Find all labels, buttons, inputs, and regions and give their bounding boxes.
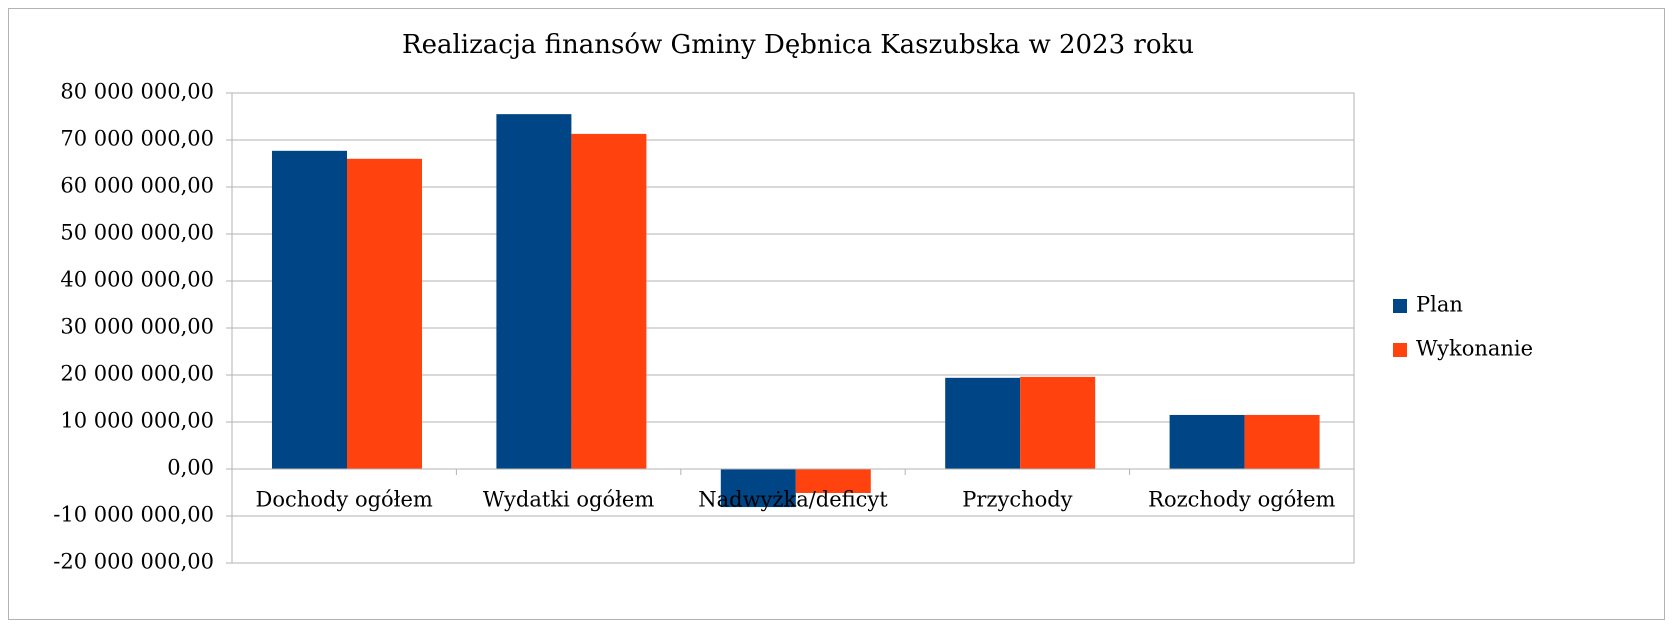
y-tick-label: 30 000 000,00 — [60, 315, 214, 339]
bar — [945, 377, 1021, 469]
x-tick-label: Przychody — [962, 488, 1072, 512]
y-tick-label: 80 000 000,00 — [60, 80, 214, 104]
bar — [571, 133, 647, 469]
y-tick-label: 70 000 000,00 — [60, 127, 214, 151]
bar — [1020, 376, 1096, 469]
chart-title: Realizacja finansów Gminy Dębnica Kaszub… — [402, 30, 1194, 60]
legend-label: Plan — [1416, 293, 1463, 317]
y-tick-label: 60 000 000,00 — [60, 174, 214, 198]
x-tick-label: Dochody ogółem — [256, 488, 433, 512]
y-tick-label: -10 000 000,00 — [53, 503, 214, 527]
bar — [347, 158, 422, 470]
y-tick-label: 40 000 000,00 — [60, 268, 214, 292]
y-tick-label: 20 000 000,00 — [60, 362, 214, 386]
y-tick-label: -20 000 000,00 — [53, 550, 214, 574]
x-tick-label: Wydatki ogółem — [483, 488, 654, 512]
bar — [1244, 414, 1320, 469]
x-tick-label: Nadwyżka/deficyt — [698, 488, 888, 512]
bar — [720, 469, 796, 508]
y-tick-label: 0,00 — [167, 456, 214, 480]
bar — [496, 114, 572, 470]
bar — [272, 150, 347, 469]
legend-swatch — [1393, 299, 1407, 313]
legend-label: Wykonanie — [1416, 337, 1533, 361]
y-tick-label: 50 000 000,00 — [60, 221, 214, 245]
x-tick-label: Rozchody ogółem — [1148, 488, 1335, 512]
bar — [795, 469, 871, 493]
legend-swatch — [1393, 343, 1407, 357]
bar — [1169, 414, 1245, 469]
y-tick-label: 10 000 000,00 — [60, 409, 214, 433]
